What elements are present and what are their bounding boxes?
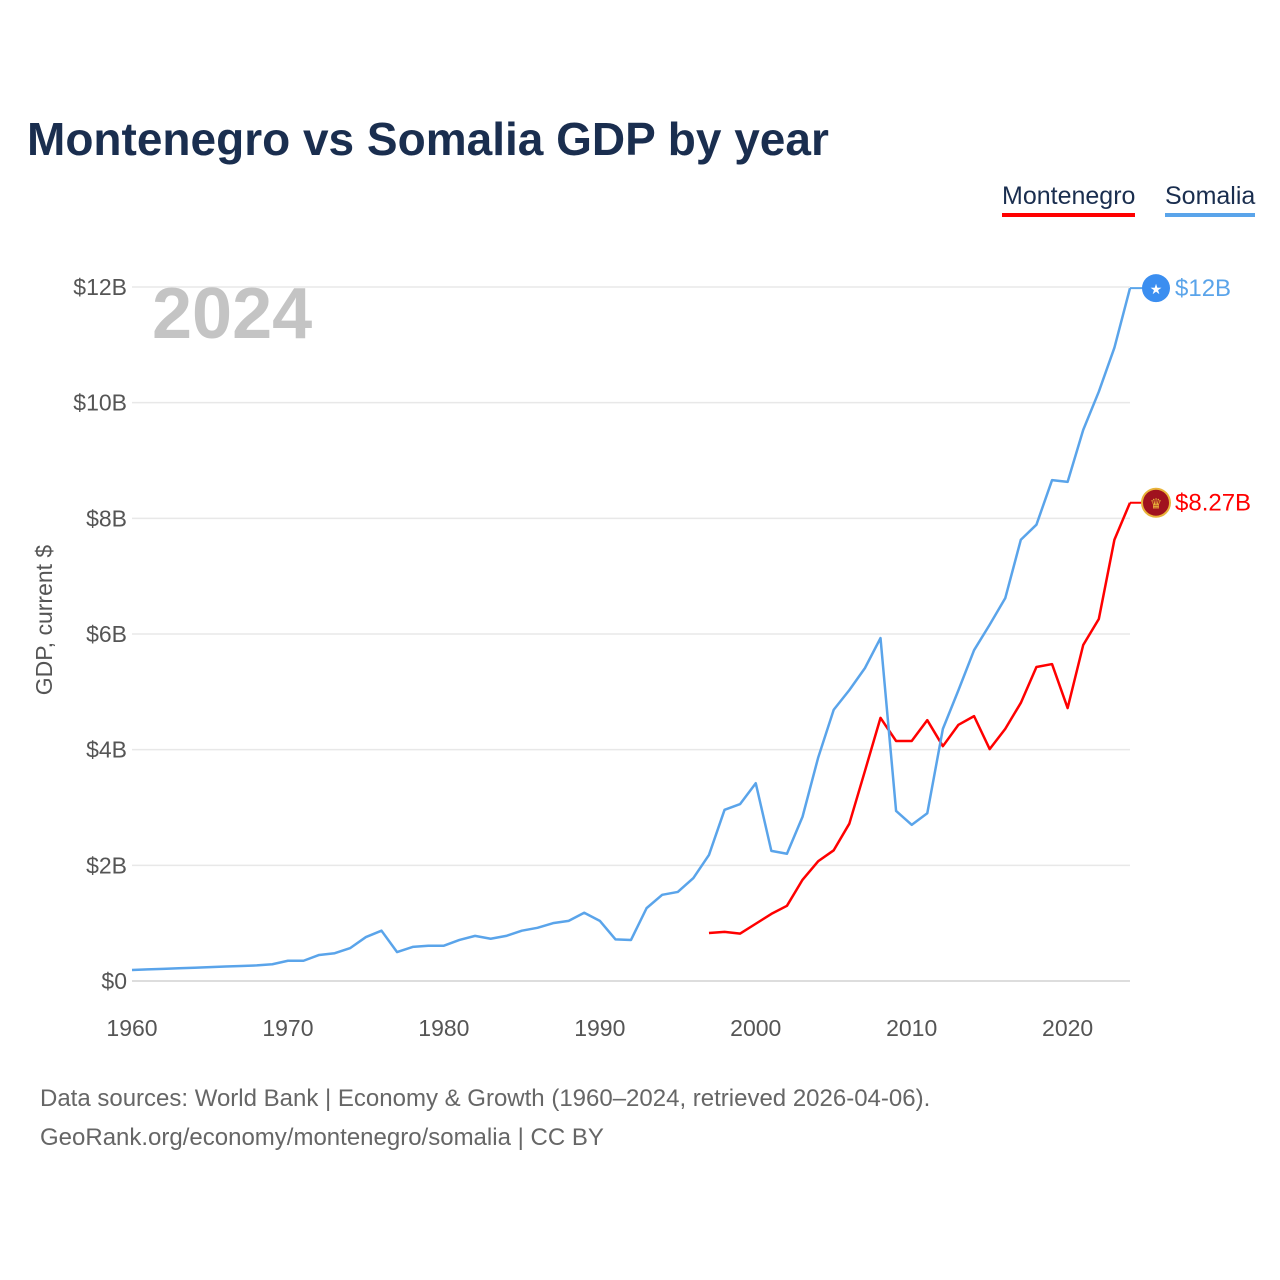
y-tick-label: $8B bbox=[86, 505, 127, 531]
source-url: GeoRank.org/economy/montenegro/somalia |… bbox=[40, 1124, 604, 1151]
x-tick-label: 1960 bbox=[106, 1015, 157, 1041]
y-tick-label: $6B bbox=[86, 621, 127, 647]
legend-montenegro[interactable]: Montenegro bbox=[1002, 182, 1136, 217]
y-tick-label: $2B bbox=[86, 852, 127, 878]
x-tick-label: 2010 bbox=[886, 1015, 937, 1041]
series-line-montenegro bbox=[708, 502, 1132, 935]
y-tick-label: $10B bbox=[73, 390, 127, 416]
x-tick-label: 1980 bbox=[418, 1015, 469, 1041]
x-tick-label: 2020 bbox=[1042, 1015, 1093, 1041]
series-line-somalia bbox=[131, 287, 1132, 972]
x-tick-label: 1970 bbox=[262, 1015, 313, 1041]
y-tick-label: $0 bbox=[101, 968, 127, 994]
flag-icon-montenegro bbox=[1141, 487, 1171, 518]
x-tick-label: 2000 bbox=[730, 1015, 781, 1041]
legend-somalia[interactable]: Somalia bbox=[1165, 182, 1256, 217]
y-axis-label: GDP, current $ bbox=[31, 545, 57, 696]
flag-icon-somalia bbox=[1142, 274, 1170, 303]
year-watermark: 2024 bbox=[152, 274, 312, 354]
y-tick-label: $4B bbox=[86, 737, 127, 763]
x-tick-label: 1990 bbox=[574, 1015, 625, 1041]
chart-title: Montenegro vs Somalia GDP by year bbox=[27, 113, 829, 165]
end-value-label: $8.27B bbox=[1175, 490, 1251, 517]
flag-emblem-icon: ♛ bbox=[1150, 496, 1163, 512]
end-value-label: $12B bbox=[1175, 275, 1231, 302]
source-note: Data sources: World Bank | Economy & Gro… bbox=[40, 1085, 931, 1112]
flag-emblem-icon: ★ bbox=[1150, 281, 1163, 297]
y-tick-label: $12B bbox=[73, 274, 127, 300]
